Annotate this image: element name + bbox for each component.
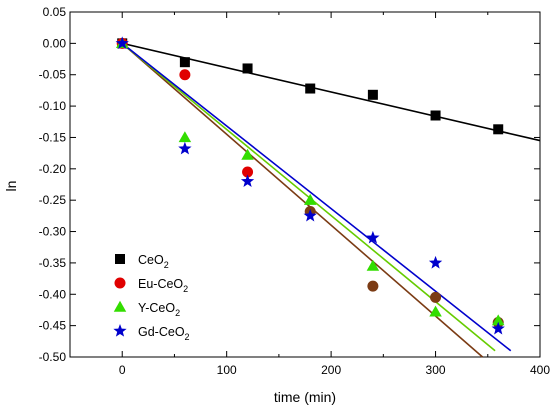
y-tick-label: -0.05 (39, 68, 67, 82)
x-tick-label: 300 (426, 363, 446, 377)
legend-label-gd: Gd-CeO2 (138, 325, 190, 342)
y-tick-label: 0.05 (43, 5, 67, 19)
y-tick-label: -0.10 (39, 99, 67, 113)
data-point-gd (178, 141, 192, 155)
legend-marker-gd (113, 324, 127, 337)
data-point-eu (367, 280, 379, 292)
data-point-ceo2 (242, 63, 253, 74)
data-point-y (241, 148, 254, 160)
data-point-y (303, 193, 317, 205)
data-point-gd (366, 230, 380, 244)
y-tick-label: -0.20 (39, 162, 67, 176)
y-tick-label: -0.30 (39, 225, 67, 239)
data-point-ceo2 (305, 83, 316, 94)
fit-line-ceo2 (122, 42, 541, 142)
fit-line-gd (121, 42, 512, 352)
data-point-gd (240, 174, 255, 188)
y-tick-label: -0.15 (39, 130, 67, 144)
legend-marker-eu (114, 277, 126, 289)
data-point-ceo2 (493, 124, 504, 135)
x-tick-label: 400 (530, 363, 550, 377)
x-tick-label: 100 (217, 363, 237, 377)
plot-area (69, 11, 541, 358)
data-point-y (491, 314, 505, 326)
data-point-gd (428, 255, 443, 269)
legend-label-ceo2: CeO2 (138, 253, 169, 270)
data-point-gd (115, 36, 129, 50)
data-point-ceo2 (179, 57, 190, 68)
data-point-eu (242, 166, 254, 178)
data-point-ceo2 (430, 110, 441, 121)
x-tick-label: 0 (119, 363, 126, 377)
y-tick-label: 0.00 (43, 36, 67, 50)
data-point-eu (430, 291, 442, 303)
y-tick-label: -0.35 (39, 256, 67, 270)
data-point-gd (491, 321, 505, 335)
y-tick-label: -0.45 (39, 319, 67, 333)
y-tick-label: -0.25 (39, 193, 67, 207)
data-point-eu (179, 69, 191, 81)
legend-marker-ceo2 (115, 254, 125, 264)
y-tick-label: -0.40 (39, 287, 67, 301)
y-axis-title: ln (3, 181, 19, 192)
legend-marker-y (113, 300, 127, 312)
legend: CeO2 Eu-CeO2 Y-CeO2 Gd-CeO2 (113, 253, 190, 342)
data-point-ceo2 (367, 89, 378, 100)
legend-label-y: Y-CeO2 (138, 301, 180, 318)
fit-line-eu (121, 42, 484, 358)
x-tick-label: 200 (321, 363, 341, 377)
x-axis-title: time (min) (274, 389, 336, 405)
data-point-gd (303, 208, 317, 222)
y-tick-label: -0.50 (39, 350, 67, 364)
data-point-y (366, 259, 380, 271)
data-point-y (429, 305, 442, 317)
data-point-y (178, 131, 192, 143)
legend-label-eu: Eu-CeO2 (138, 277, 188, 294)
